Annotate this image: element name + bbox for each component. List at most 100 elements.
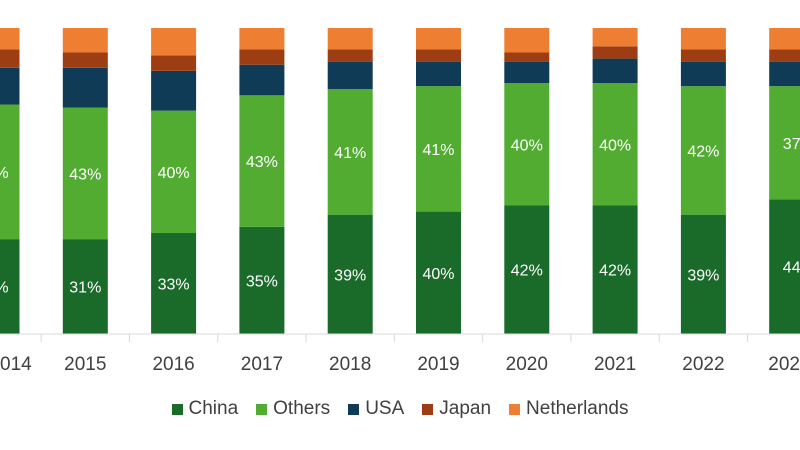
bar-segment-netherlands-2015 [62,28,108,53]
bar-segment-usa-2021 [592,58,638,84]
data-label-others-2021: 40% [599,137,631,154]
data-label-others-2015: 43% [69,166,101,183]
data-label-others-2014: 2% [0,165,9,182]
bar-segment-usa-2018 [327,61,373,90]
bar-segment-japan-2019 [416,49,461,62]
x-tick-label-2014: 014 [0,354,32,375]
data-label-others-2017: 43% [246,154,278,171]
x-tick-label-2020: 2020 [506,354,548,375]
bar-segment-japan-2018 [327,49,373,62]
bar-segment-others-2015 [62,107,108,240]
bar-segment-usa-2015 [62,67,108,108]
bar-segment-japan-2023 [769,49,800,62]
x-tick-label-2017: 2017 [241,354,283,375]
legend-item-usa: USA [348,398,404,420]
bar-segment-netherlands-2021 [592,28,638,47]
legend-swatch-netherlands [509,403,521,415]
bar-segment-netherlands-2022 [680,28,726,50]
data-label-china-2023: 44 [783,260,800,277]
bar-segment-china-2019 [416,211,461,334]
bar-segment-japan-2016 [151,55,197,71]
bar-segment-china-2018 [327,214,373,334]
bar-segment-china-2021 [592,205,638,334]
legend-label-netherlands: Netherlands [526,398,629,419]
data-label-china-2019: 40% [422,266,454,283]
legend-item-japan: Japan [422,398,491,420]
bar-segment-netherlands-2019 [416,28,461,50]
bar-segment-others-2023 [769,86,800,200]
legend-label-usa: USA [365,398,405,419]
x-tick-label-2023: 202 [768,354,800,375]
bar-segment-others-2022 [680,86,726,215]
bar-segment-usa-2017 [239,64,285,96]
x-axis-ticks [40,334,749,342]
bar-segment-usa-2020 [504,61,550,84]
bar-segment-japan-2015 [62,52,108,68]
data-label-others-2020: 40% [511,137,543,154]
x-tick-label-2022: 2022 [682,354,724,375]
legend-item-china: China [171,398,239,420]
bar-segment-netherlands-2023 [769,28,800,50]
bar-segment-netherlands-2020 [504,28,550,53]
bar-segment-china-2020 [504,205,550,334]
bar-segment-china-2016 [151,233,197,334]
x-tick-label-2019: 2019 [417,354,459,375]
bar-segment-japan-2020 [504,52,550,62]
bar-segment-others-2019 [416,86,461,212]
data-label-china-2021: 42% [599,263,631,280]
bar-segment-netherlands-2018 [327,28,373,50]
bar-segment-china-2015 [62,239,108,334]
bar-segment-others-2018 [327,89,373,215]
plot-area: 1% 2% 31% 43% 33% 40% 35% 43% 39% 41% 40% 41% 42% 40%… [0,28,800,334]
bar-segment-japan-2022 [680,49,726,62]
x-tick-label-2016: 2016 [152,354,194,375]
bar-segment-netherlands-2014 [0,28,20,50]
bar-segment-china-2014 [0,239,20,334]
bar-segment-others-2014 [0,104,20,240]
legend-label-china: China [188,398,239,419]
legend-label-japan: Japan [439,398,492,419]
legend-swatch-japan [422,403,434,415]
x-axis-tick-labels: 014 2015 2016 2017 2018 2019 2020 2021 2022 202 [0,354,800,375]
data-label-china-2020: 42% [511,263,543,280]
legend-item-netherlands: Netherlands [509,398,629,420]
x-tick-label-2021: 2021 [594,354,636,375]
legend: China Others USA Japan Netherlands [0,398,800,420]
x-tick-label-2015: 2015 [64,354,106,375]
bar-segment-others-2020 [504,83,550,206]
bar-segment-china-2017 [239,226,285,334]
legend-swatch-usa [348,403,360,415]
bar-segment-china-2023 [769,199,800,334]
bar-segment-usa-2014 [0,67,20,105]
data-label-china-2022: 39% [687,267,719,284]
data-label-china-2014: 1% [0,280,9,297]
data-label-china-2016: 33% [158,277,190,294]
data-label-china-2015: 31% [69,280,101,297]
bar-segment-netherlands-2017 [239,28,285,50]
data-label-others-2018: 41% [334,145,366,162]
data-label-others-2016: 40% [158,165,190,182]
bar-segment-others-2017 [239,95,285,227]
data-label-china-2018: 39% [334,267,366,284]
bar-segment-usa-2022 [680,61,726,87]
legend-swatch-china [171,403,183,415]
data-label-others-2019: 41% [422,142,454,159]
data-label-others-2022: 42% [687,143,719,160]
data-label-china-2017: 35% [246,273,278,290]
x-tick-label-2018: 2018 [329,354,371,375]
bar-segment-japan-2014 [0,49,20,68]
data-label-others-2023: 37 [783,136,800,153]
bar-segment-usa-2023 [769,61,800,87]
legend-label-others: Others [273,398,331,419]
bar-segment-netherlands-2016 [151,28,197,56]
bar-segment-others-2016 [151,110,197,234]
legend-swatch-others [256,403,268,415]
bar-segment-usa-2019 [416,61,461,87]
legend-item-others: Others [256,398,330,420]
bar-segment-china-2022 [680,214,726,334]
bar-segment-japan-2017 [239,49,285,65]
bar-segment-usa-2016 [151,70,197,111]
bar-segment-others-2021 [592,83,638,206]
bar-segment-japan-2021 [592,46,638,59]
